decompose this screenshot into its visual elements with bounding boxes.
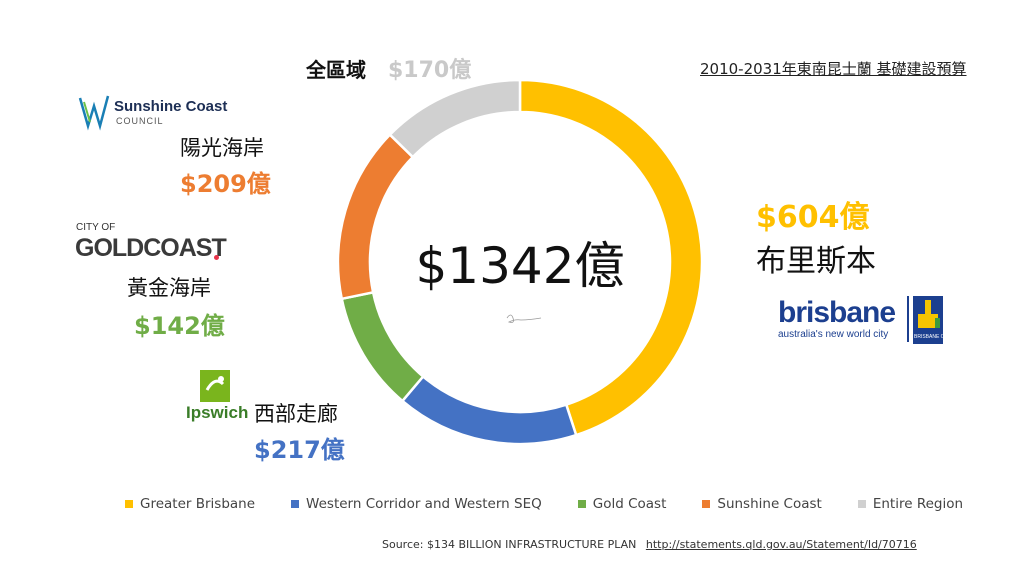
gold-coast-cityof: CITY OF	[76, 222, 116, 233]
signature-mark	[506, 314, 542, 323]
legend-label: Entire Region	[872, 496, 964, 512]
legend-label: Gold Coast	[592, 496, 667, 512]
sunshine-coast-sub: COUNCIL	[116, 116, 164, 126]
gold-coast-logo: CITY OF GOLDCOAST	[75, 222, 227, 272]
legend-label: Sunshine Coast	[717, 496, 822, 512]
ipswich-wordmark: Ipswich	[186, 403, 249, 422]
label-sunshine-value: $209億	[180, 170, 271, 198]
brisbane-wordmark: brisbane	[778, 296, 896, 329]
source-text: Source: $134 BILLION INFRASTRUCTURE PLAN	[382, 538, 637, 551]
sunshine-coast-waves-icon	[78, 95, 110, 131]
label-region-name: 全區域	[306, 58, 366, 82]
legend-label: Western Corridor and Western SEQ	[306, 496, 542, 512]
chart-legend: Greater Brisbane Western Corridor and Wes…	[125, 496, 999, 512]
brisbane-separator	[907, 296, 909, 342]
brisbane-logo: brisbane australia's new world city BRIS…	[776, 296, 966, 346]
legend-swatch	[125, 500, 133, 508]
center-total: $1342億	[415, 237, 625, 295]
legend-item-sunshine-coast: Sunshine Coast	[702, 496, 822, 512]
brisbane-tagline: australia's new world city	[778, 329, 889, 340]
brisbane-city-hall-icon	[913, 296, 943, 344]
donut-slice-gold-coast	[340, 290, 425, 403]
chart-title[interactable]: 2010-2031年東南昆士蘭 基礎建設預算	[700, 60, 967, 78]
gold-coast-wordmark: GOLDCOAST	[75, 234, 227, 262]
donut-slice-western-corridor-and-western-seq	[400, 374, 578, 446]
legend-swatch	[702, 500, 711, 508]
legend-swatch	[857, 500, 866, 508]
label-brisbane-value: $604億	[756, 200, 870, 235]
legend-item-western-corridor-and-western-seq: Western Corridor and Western SEQ	[291, 496, 542, 512]
legend-item-greater-brisbane: Greater Brisbane	[125, 496, 255, 512]
ipswich-logo: Ipswich	[186, 370, 249, 426]
sunshine-coast-wordmark: Sunshine Coast	[114, 98, 228, 115]
ipswich-badge-icon	[200, 370, 230, 402]
label-ipswich-value: $217億	[254, 436, 345, 464]
label-region-value: $170億	[388, 58, 472, 83]
sunshine-coast-logo: Sunshine Coast COUNCIL	[78, 92, 238, 132]
legend-label: Greater Brisbane	[140, 496, 256, 512]
label-gold-value: $142億	[134, 312, 225, 340]
donut-slice-sunshine-coast	[336, 132, 415, 301]
label-sunshine-name: 陽光海岸	[180, 136, 264, 160]
legend-swatch	[577, 500, 586, 508]
gold-coast-dot-icon	[214, 255, 219, 260]
legend-item-entire-region: Entire Region	[857, 496, 964, 512]
label-gold-name: 黃金海岸	[127, 276, 211, 300]
brisbane-city-label: BRISBANE CITY	[914, 334, 953, 340]
label-brisbane-name: 布里斯本	[756, 244, 876, 279]
label-ipswich-name: 西部走廊	[254, 402, 338, 426]
legend-item-gold-coast: Gold Coast	[577, 496, 667, 512]
legend-swatch	[291, 500, 300, 508]
donut-slice-entire-region	[388, 78, 522, 159]
source-line: Source: $134 BILLION INFRASTRUCTURE PLAN…	[382, 538, 917, 551]
city-hall-icon	[918, 300, 940, 328]
ipswich-mark-icon	[205, 376, 225, 391]
source-url[interactable]: http://statements.qld.gov.au/Statement/I…	[645, 538, 917, 551]
